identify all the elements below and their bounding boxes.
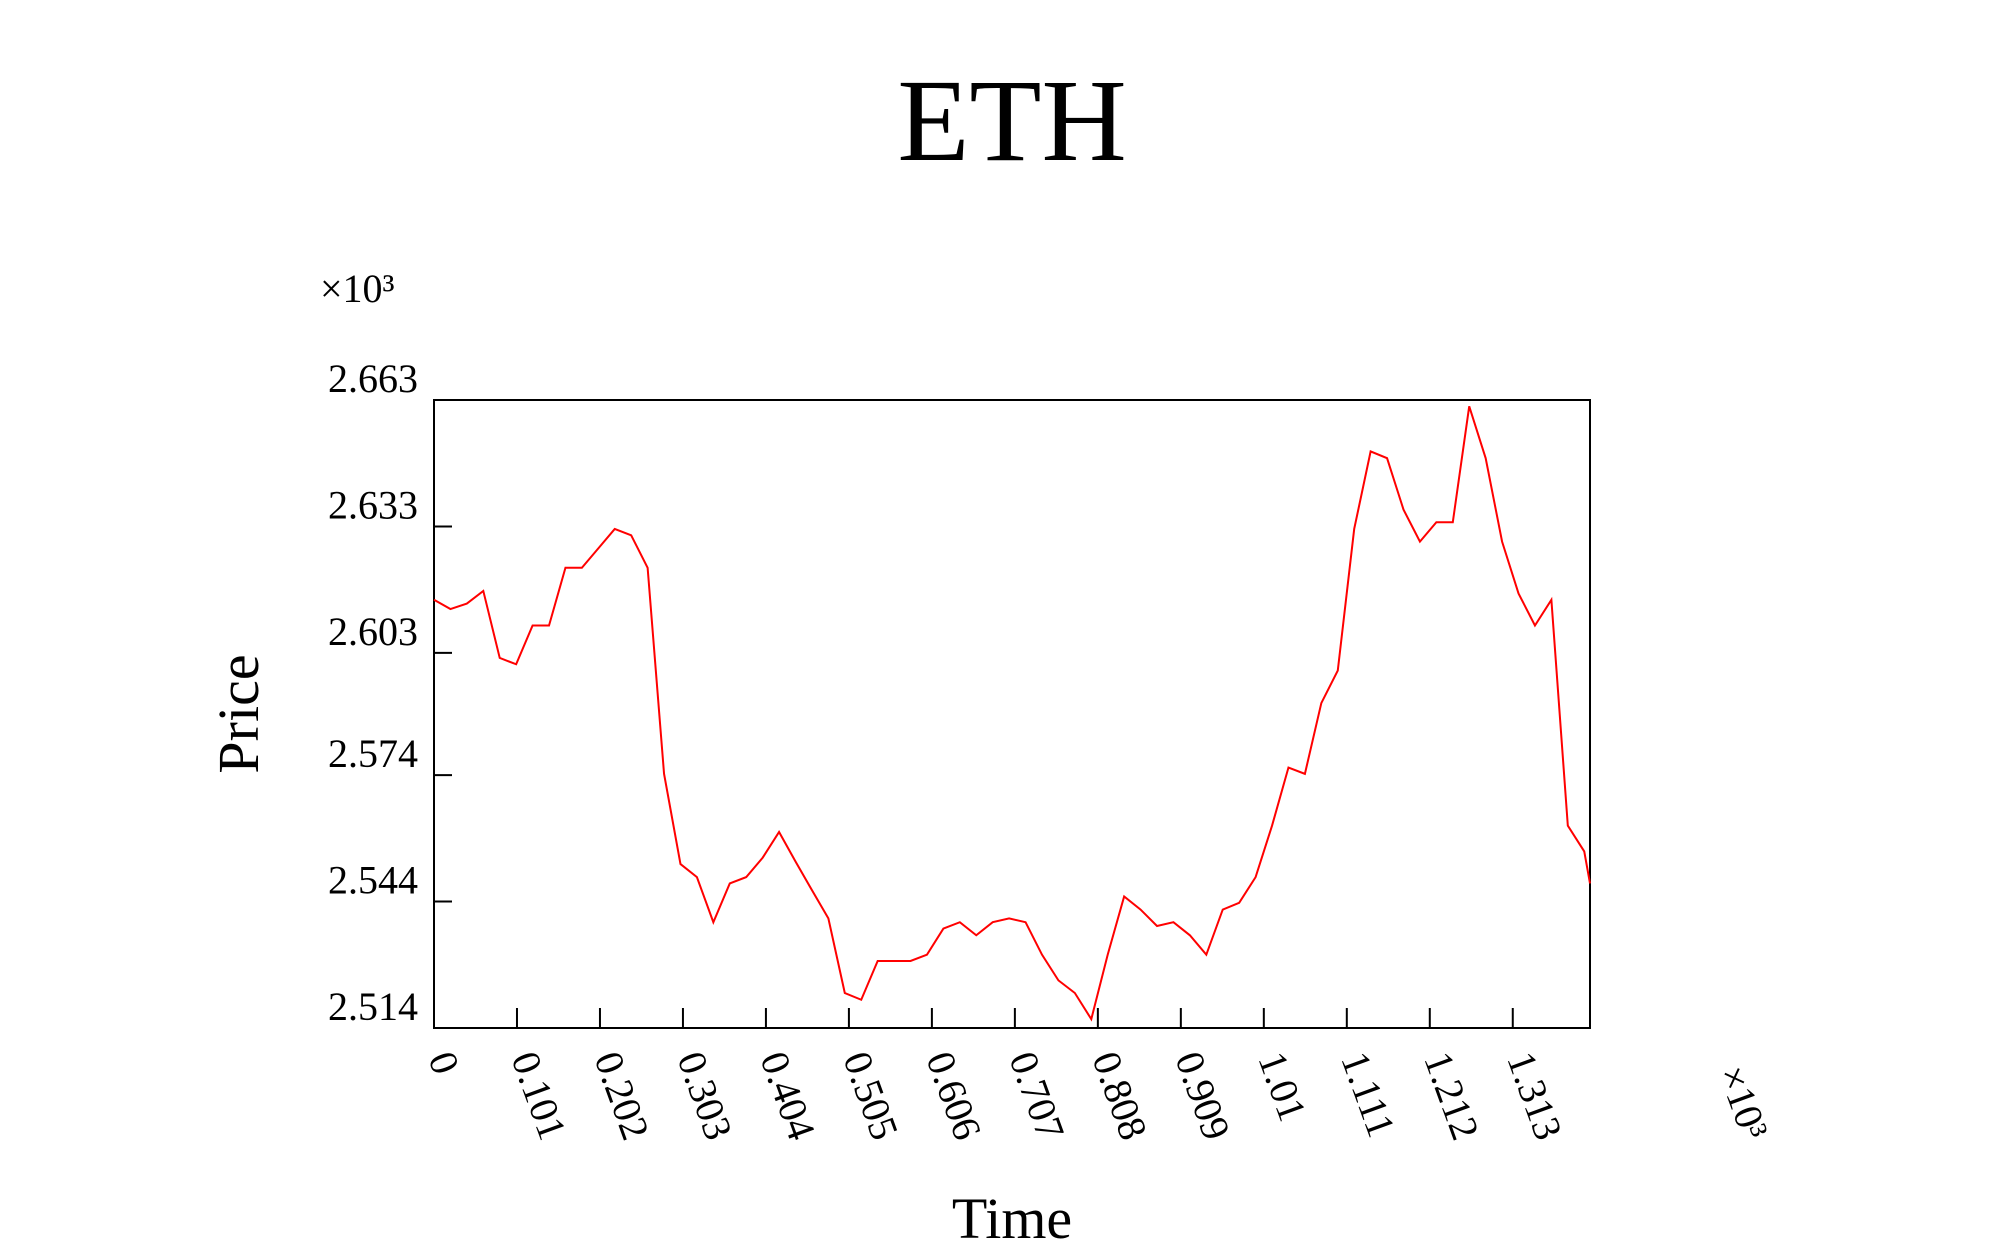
x-tick-label: 1.01: [1249, 1046, 1315, 1127]
x-tick-label: 0.303: [668, 1046, 741, 1146]
x-tick-label: 0.606: [917, 1046, 990, 1146]
x-tick-label: 1.212: [1415, 1046, 1488, 1146]
x-tick-label: 0.202: [586, 1046, 659, 1146]
chart-title: ETH: [897, 55, 1126, 186]
y-tick-label: 2.663: [328, 356, 418, 401]
y-tick-label: 2.633: [328, 482, 418, 527]
x-axis-label: Time: [952, 1186, 1072, 1250]
x-tick-label: 0.505: [834, 1046, 907, 1146]
y-tick-label: 2.603: [328, 609, 418, 654]
x-tick-label: 0.101: [503, 1046, 576, 1146]
y-tick-label: 2.544: [328, 858, 418, 903]
x-multiplier: ×10³: [1710, 1060, 1778, 1145]
y-tick-label: 2.514: [328, 984, 418, 1029]
y-multiplier: ×10³: [320, 266, 395, 311]
price-line: [433, 406, 1591, 1022]
x-tick-label: 0.707: [1000, 1046, 1073, 1146]
x-tick-label: 0.909: [1166, 1046, 1239, 1146]
y-axis-label: Price: [206, 654, 271, 773]
x-tick-label: 1.313: [1498, 1046, 1571, 1146]
x-tick-label: 1.111: [1332, 1046, 1404, 1143]
x-tick-label: 0: [420, 1046, 469, 1080]
y-tick-label: 2.574: [328, 731, 418, 776]
plot-frame: [433, 399, 1591, 1029]
x-tick-label: 0.404: [751, 1046, 824, 1146]
x-tick-label: 0.808: [1083, 1046, 1156, 1146]
